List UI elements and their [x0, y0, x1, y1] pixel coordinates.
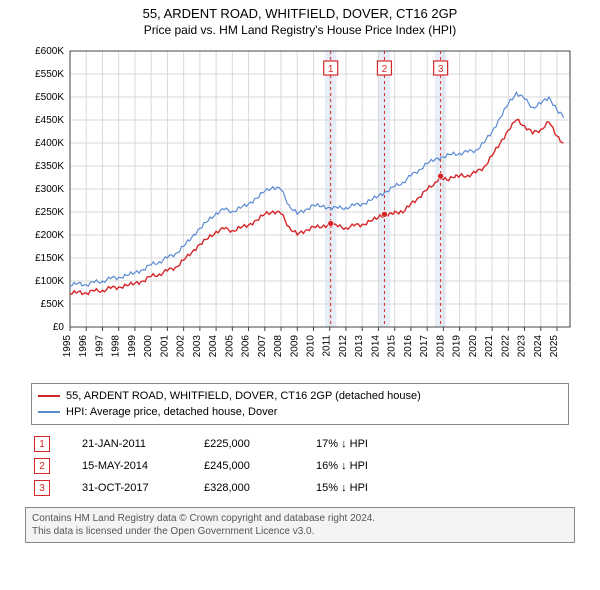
- svg-text:2011: 2011: [322, 335, 333, 357]
- svg-text:1995: 1995: [62, 335, 73, 358]
- sale-date: 15-MAY-2014: [82, 460, 172, 472]
- svg-text:£550K: £550K: [35, 69, 64, 80]
- svg-text:3: 3: [438, 64, 444, 75]
- svg-text:2008: 2008: [273, 335, 284, 358]
- sales-table: 1 21-JAN-2011 £225,000 17% ↓ HPI 2 15-MAY-201…: [32, 433, 568, 499]
- svg-text:2009: 2009: [289, 335, 300, 358]
- chart-subtitle: Price paid vs. HM Land Registry's House …: [0, 23, 600, 37]
- svg-text:2004: 2004: [208, 335, 219, 358]
- svg-text:£250K: £250K: [35, 207, 64, 218]
- svg-text:£150K: £150K: [35, 253, 64, 264]
- sale-date: 21-JAN-2011: [82, 438, 172, 450]
- svg-text:2002: 2002: [176, 335, 187, 358]
- legend-row: 55, ARDENT ROAD, WHITFIELD, DOVER, CT16 …: [38, 388, 562, 404]
- svg-text:2023: 2023: [517, 335, 528, 358]
- svg-text:£100K: £100K: [35, 276, 64, 287]
- svg-text:2003: 2003: [192, 335, 203, 358]
- chart-svg: £0 £50K £100K £150K £200K £250K £300K £350K £400…: [20, 43, 580, 373]
- sale-diff: 16% ↓ HPI: [316, 460, 406, 472]
- sale-price: £225,000: [204, 438, 284, 450]
- sale-diff: 17% ↓ HPI: [316, 438, 406, 450]
- svg-text:1996: 1996: [78, 335, 89, 358]
- chart-title: 55, ARDENT ROAD, WHITFIELD, DOVER, CT16 …: [0, 6, 600, 21]
- legend-label: HPI: Average price, detached house, Dove…: [66, 404, 277, 420]
- svg-text:2007: 2007: [257, 335, 268, 358]
- svg-text:2000: 2000: [143, 335, 154, 358]
- svg-text:2019: 2019: [452, 335, 463, 358]
- svg-text:2021: 2021: [484, 335, 495, 358]
- footer-attribution: Contains HM Land Registry data © Crown c…: [25, 507, 575, 543]
- svg-text:£0: £0: [53, 322, 65, 333]
- price-chart: £0 £50K £100K £150K £200K £250K £300K £350K £400…: [20, 43, 580, 373]
- legend-row: HPI: Average price, detached house, Dove…: [38, 404, 562, 420]
- svg-text:£50K: £50K: [41, 299, 65, 310]
- svg-text:2014: 2014: [370, 335, 381, 358]
- svg-text:1998: 1998: [111, 335, 122, 358]
- sale-diff: 15% ↓ HPI: [316, 482, 406, 494]
- sale-row: 3 31-OCT-2017 £328,000 15% ↓ HPI: [32, 477, 568, 499]
- sale-date: 31-OCT-2017: [82, 482, 172, 494]
- svg-text:2024: 2024: [533, 335, 544, 358]
- svg-text:£400K: £400K: [35, 138, 64, 149]
- svg-text:£350K: £350K: [35, 161, 64, 172]
- svg-text:2018: 2018: [435, 335, 446, 358]
- footer-line-1: Contains HM Land Registry data © Crown c…: [32, 512, 568, 525]
- svg-text:£450K: £450K: [35, 115, 64, 126]
- svg-text:2015: 2015: [387, 335, 398, 358]
- svg-text:£200K: £200K: [35, 230, 64, 241]
- sale-price: £328,000: [204, 482, 284, 494]
- svg-text:£500K: £500K: [35, 92, 64, 103]
- svg-text:2010: 2010: [306, 335, 317, 358]
- svg-text:1997: 1997: [94, 335, 105, 358]
- sale-marker: 2: [34, 458, 50, 474]
- svg-text:1999: 1999: [127, 335, 138, 358]
- svg-text:2001: 2001: [159, 335, 170, 358]
- svg-text:2020: 2020: [468, 335, 479, 358]
- legend-swatch: [38, 395, 60, 397]
- svg-text:2005: 2005: [224, 335, 235, 358]
- sale-row: 2 15-MAY-2014 £245,000 16% ↓ HPI: [32, 455, 568, 477]
- svg-text:£300K: £300K: [35, 184, 64, 195]
- svg-text:2006: 2006: [241, 335, 252, 358]
- svg-text:£600K: £600K: [35, 46, 64, 57]
- svg-text:2013: 2013: [354, 335, 365, 358]
- svg-text:2012: 2012: [338, 335, 349, 358]
- svg-text:2: 2: [382, 64, 388, 75]
- legend-label: 55, ARDENT ROAD, WHITFIELD, DOVER, CT16 …: [66, 388, 421, 404]
- svg-text:2025: 2025: [549, 335, 560, 358]
- sale-marker: 1: [34, 436, 50, 452]
- svg-text:2016: 2016: [403, 335, 414, 358]
- sale-marker: 3: [34, 480, 50, 496]
- legend: 55, ARDENT ROAD, WHITFIELD, DOVER, CT16 …: [31, 383, 569, 425]
- legend-swatch: [38, 411, 60, 413]
- svg-text:2022: 2022: [500, 335, 511, 358]
- sale-row: 1 21-JAN-2011 £225,000 17% ↓ HPI: [32, 433, 568, 455]
- footer-line-2: This data is licensed under the Open Gov…: [32, 525, 568, 538]
- sale-price: £245,000: [204, 460, 284, 472]
- svg-text:2017: 2017: [419, 335, 430, 358]
- svg-text:1: 1: [328, 64, 334, 75]
